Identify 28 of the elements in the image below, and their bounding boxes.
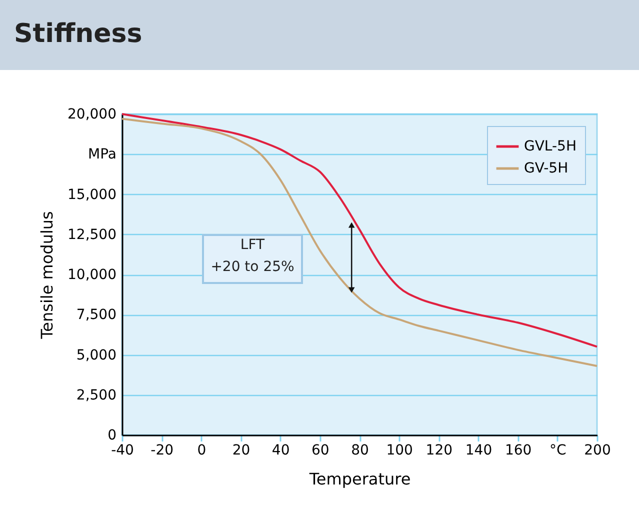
chart-title: Stiffness bbox=[14, 19, 142, 49]
y-tick-label: 7,500 bbox=[76, 307, 116, 324]
y-tick-label: 0 bbox=[108, 428, 116, 444]
legend-label: GVL-5H bbox=[524, 138, 576, 154]
x-tick-label: 100 bbox=[386, 442, 413, 458]
x-tick-label: 160 bbox=[504, 442, 532, 458]
x-tick-label: °C bbox=[550, 442, 567, 458]
x-tick-label: -40 bbox=[111, 442, 134, 458]
x-tick-label: 200 bbox=[584, 442, 611, 458]
x-tick-label: 0 bbox=[197, 442, 206, 458]
x-tick-label: 40 bbox=[272, 442, 290, 458]
y-axis-title: Tensile modulus bbox=[38, 211, 57, 340]
y-tick-label: 10,000 bbox=[68, 267, 116, 283]
legend-label: GV-5H bbox=[524, 160, 568, 176]
x-tick-label: 140 bbox=[465, 442, 492, 458]
y-tick-label: 5,000 bbox=[76, 347, 116, 364]
x-tick-label: -20 bbox=[150, 442, 174, 458]
x-tick-label: 20 bbox=[232, 442, 250, 458]
annotation: LFT +20 to 25% bbox=[210, 237, 294, 275]
x-axis-title: Temperature bbox=[308, 470, 411, 488]
y-tick-label: MPa bbox=[88, 146, 116, 163]
y-tick-label: 15,000 bbox=[68, 186, 116, 203]
y-tick-label: 2,500 bbox=[76, 387, 116, 404]
x-tick-label: 80 bbox=[351, 442, 369, 458]
y-tick-label: 12,500 bbox=[68, 226, 116, 243]
x-tick-label: 60 bbox=[312, 442, 330, 458]
y-tick-label: 20,000 bbox=[68, 106, 116, 122]
x-tick-label: 120 bbox=[426, 442, 453, 458]
